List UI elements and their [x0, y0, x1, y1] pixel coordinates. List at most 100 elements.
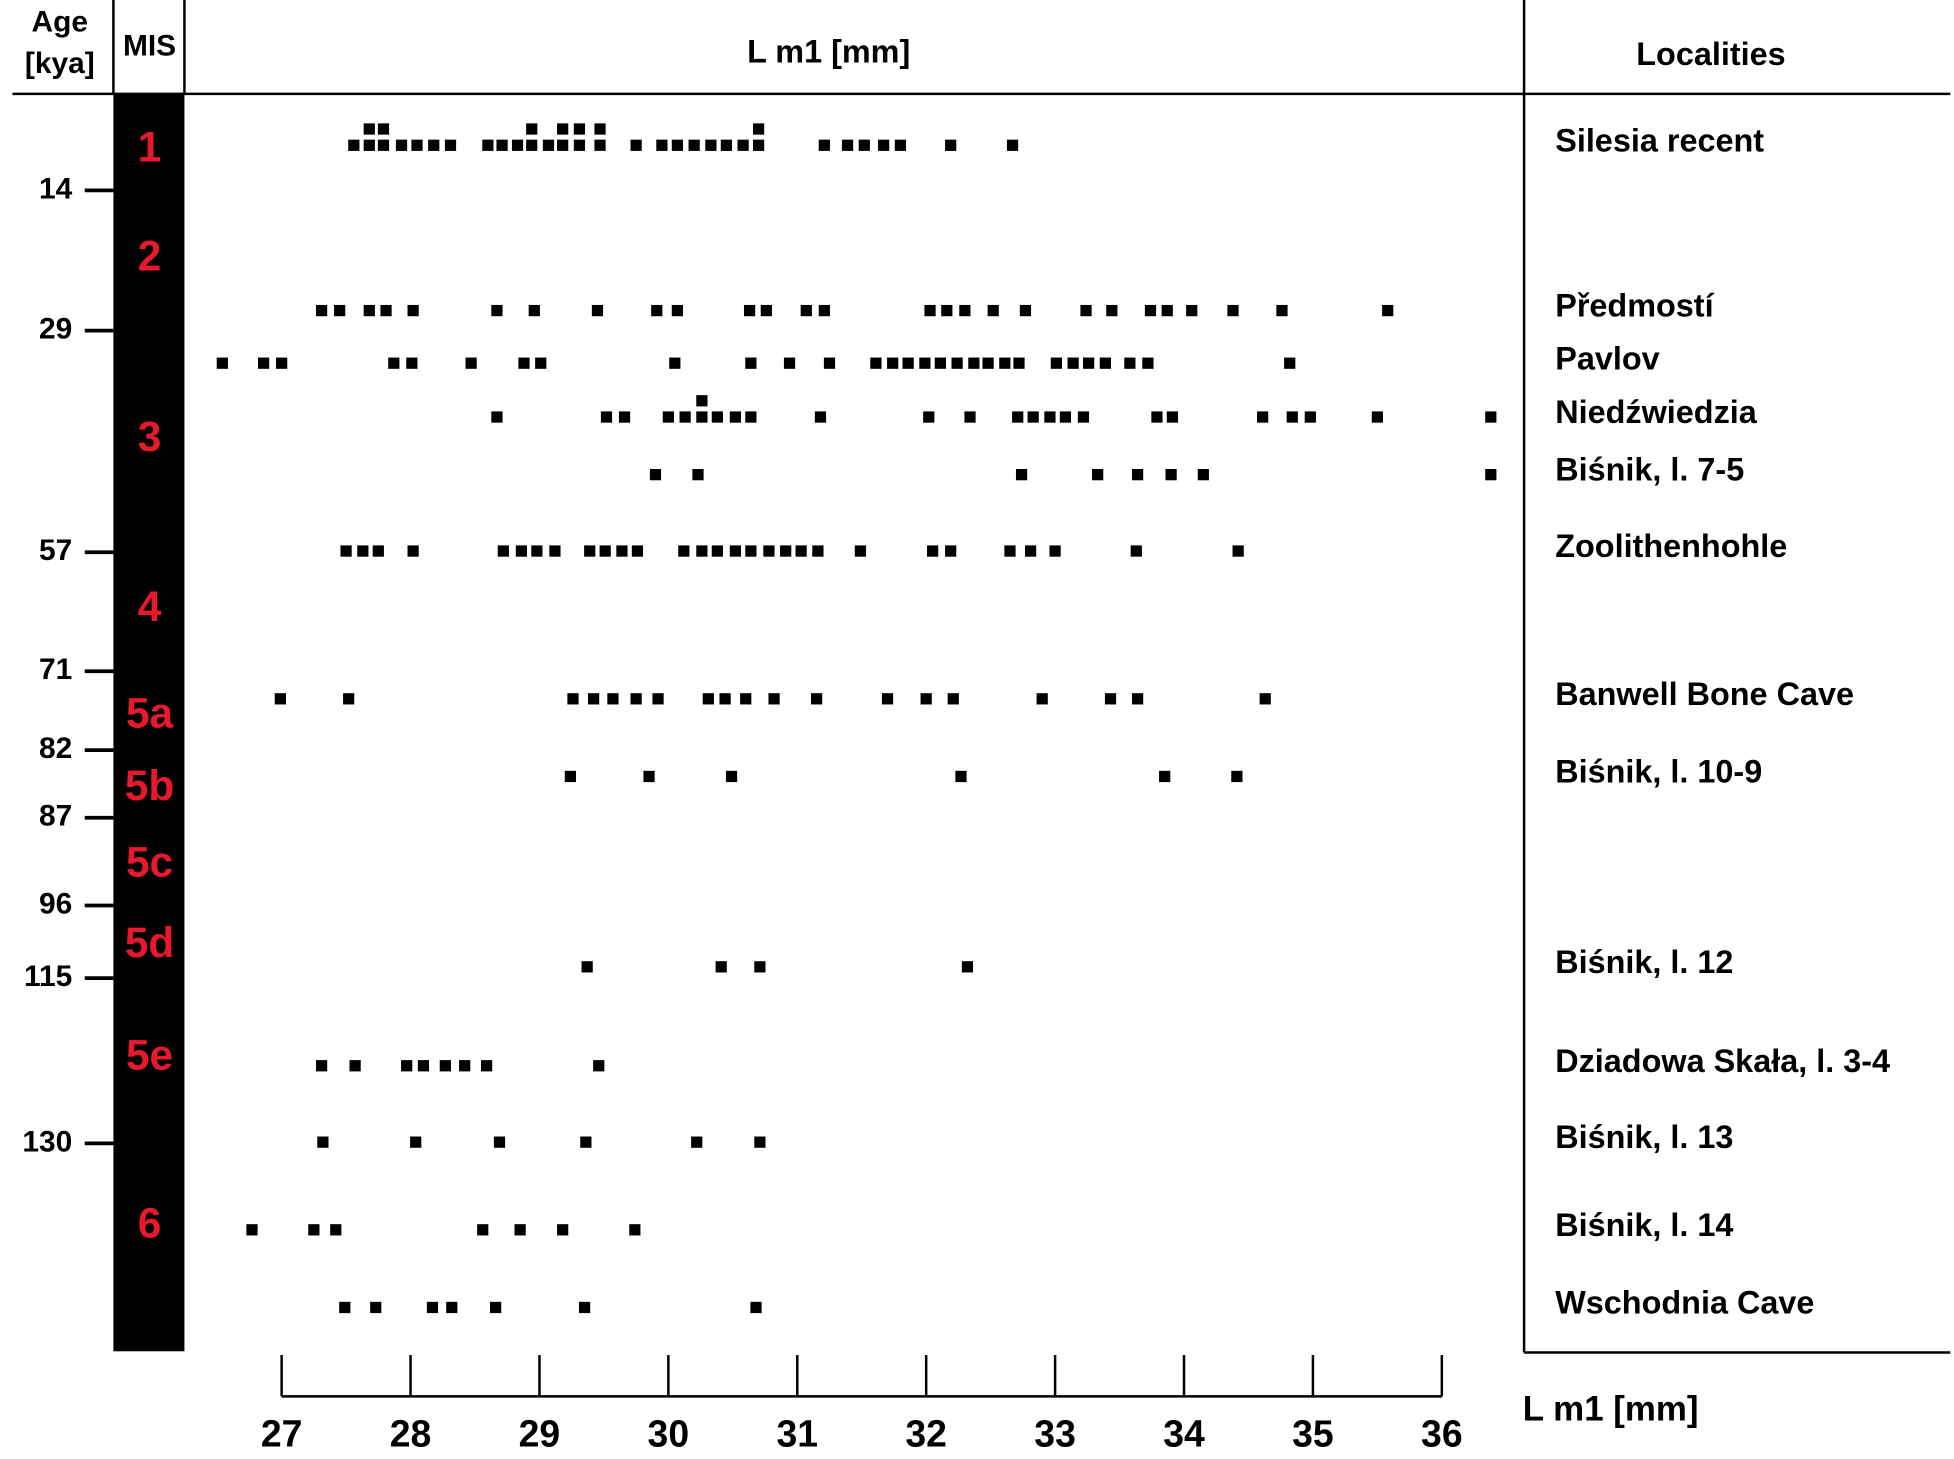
dot — [894, 139, 907, 151]
dot — [616, 545, 628, 557]
dot — [671, 304, 683, 317]
dot — [1092, 469, 1104, 481]
dot — [535, 357, 547, 369]
locality-label: Banwell Bone Cave — [1555, 676, 1854, 712]
dot — [1004, 545, 1016, 557]
dot — [878, 139, 890, 151]
dot — [987, 304, 999, 317]
dot — [1015, 469, 1028, 481]
x-tick-label: 35 — [1292, 1412, 1334, 1454]
locality-label: Biśnik, l. 12 — [1555, 944, 1733, 980]
dot — [696, 545, 708, 557]
locality-label: Biśnik, l. 7-5 — [1555, 452, 1744, 488]
dot — [719, 693, 731, 705]
locality-label: Zoolithenhohle — [1555, 528, 1787, 564]
dot — [594, 123, 606, 135]
dot — [795, 545, 807, 557]
dot — [643, 770, 655, 783]
x-tick-label: 34 — [1163, 1412, 1205, 1454]
age-tick-label: 130 — [22, 1125, 72, 1158]
locality-label: Biśnik, l. 14 — [1555, 1207, 1733, 1243]
dot — [308, 1224, 320, 1236]
dot — [1067, 357, 1079, 369]
dot — [923, 411, 935, 423]
age-tick-label: 14 — [39, 172, 73, 205]
dot — [480, 1060, 493, 1072]
dot — [526, 123, 538, 135]
dot — [679, 411, 691, 423]
dot — [1024, 545, 1037, 557]
dot — [1284, 357, 1296, 369]
dot — [783, 357, 796, 369]
dot — [818, 139, 830, 151]
dot — [1142, 357, 1154, 369]
dot — [567, 693, 579, 705]
x-tick-label: 36 — [1421, 1412, 1463, 1454]
dot — [511, 139, 524, 151]
dot — [760, 304, 772, 317]
dot — [428, 139, 440, 151]
dot — [1197, 469, 1209, 481]
dot — [705, 139, 717, 151]
dot — [276, 357, 288, 369]
dot — [340, 545, 352, 557]
dot — [768, 693, 780, 705]
dot — [1099, 357, 1111, 369]
dot — [1159, 770, 1171, 783]
dot — [999, 357, 1011, 369]
age-tick-label: 115 — [24, 960, 72, 993]
dot — [729, 411, 742, 423]
dot — [518, 357, 530, 369]
dot — [631, 545, 644, 557]
dot — [564, 770, 577, 783]
age-tick-label: 87 — [39, 800, 72, 833]
mis-stage-label: 3 — [138, 413, 162, 460]
dot — [584, 545, 596, 557]
mis-stage-label: 5e — [126, 1031, 173, 1078]
dot — [671, 139, 683, 151]
dot — [982, 357, 994, 369]
dot — [1485, 411, 1497, 423]
locality-label: Niedźwiedzia — [1555, 394, 1758, 430]
dot — [752, 123, 765, 135]
dot — [629, 1224, 641, 1236]
dot — [968, 357, 980, 369]
dot — [593, 1060, 605, 1072]
dot — [945, 139, 957, 151]
dot — [1083, 357, 1095, 369]
dot — [745, 411, 757, 423]
mis-stage-label: 1 — [138, 123, 162, 170]
dot — [947, 693, 959, 705]
dot — [1077, 411, 1090, 423]
dot — [1144, 304, 1157, 317]
dot — [1006, 139, 1019, 151]
dot — [599, 545, 611, 557]
dot — [1151, 411, 1163, 423]
dot — [961, 961, 974, 973]
dot — [740, 693, 752, 705]
dot — [330, 1224, 342, 1236]
mis-stage-label: 5a — [126, 690, 174, 737]
dot — [315, 1060, 328, 1072]
dot — [1161, 304, 1173, 317]
age-tick-label: 82 — [39, 732, 72, 765]
dot — [1485, 469, 1497, 481]
dot — [1012, 411, 1024, 423]
dot — [465, 357, 477, 369]
dot — [823, 357, 836, 369]
x-axis-label: L m1 [mm] — [1523, 1390, 1699, 1429]
dot — [363, 304, 375, 317]
dot — [745, 357, 757, 369]
locality-label: Předmostí — [1555, 288, 1714, 324]
dot — [1049, 545, 1061, 557]
dot — [934, 357, 946, 369]
dot — [812, 545, 824, 557]
dot — [745, 545, 757, 557]
dot — [752, 139, 765, 151]
x-tick-label: 31 — [776, 1412, 818, 1454]
mis-stage-label: 5c — [126, 839, 173, 886]
mis-stage-label: 5b — [125, 762, 174, 809]
mis-stage-label: 4 — [138, 583, 162, 630]
dot — [557, 139, 569, 151]
dot — [407, 304, 419, 317]
